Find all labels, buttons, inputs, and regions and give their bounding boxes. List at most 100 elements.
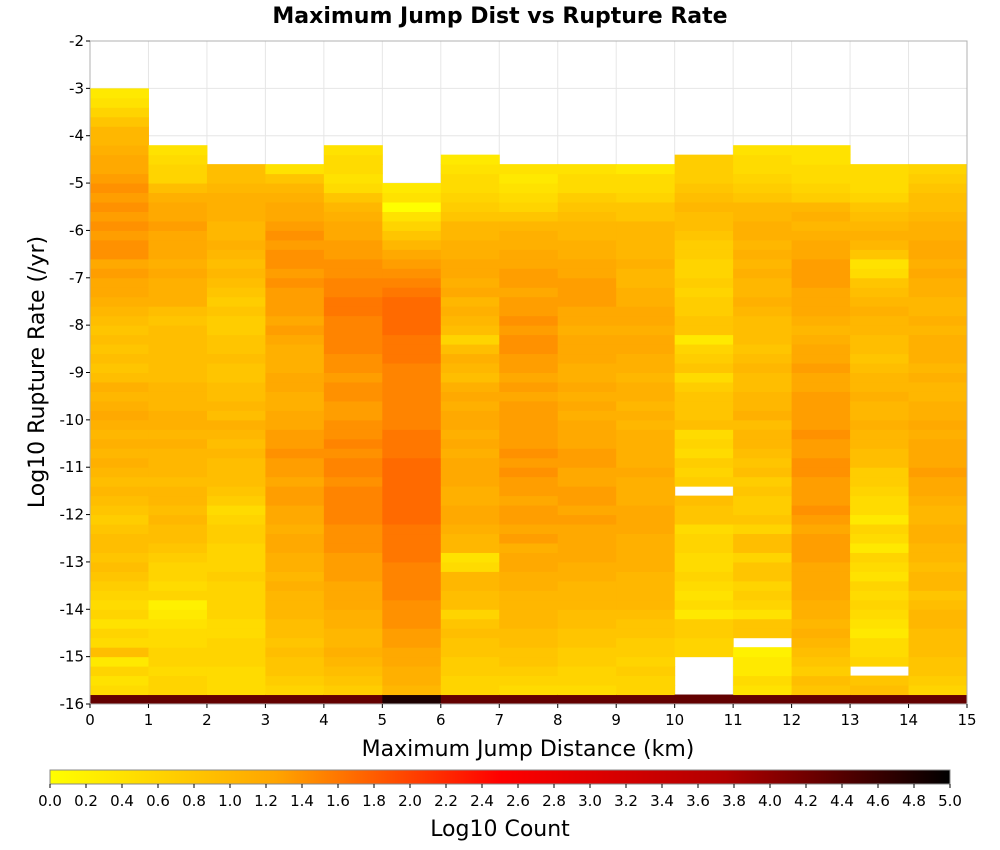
y-axis-ticks: -2 -3 -4 -5 -6 -7 -8 -9 -10 -11 -12 -13 -14 -15 -16 (60, 32, 90, 713)
heatmap-cell (148, 476, 208, 487)
heatmap-cell (265, 561, 325, 572)
heatmap-cell (674, 599, 734, 610)
heatmap-cell (499, 486, 559, 497)
colorbar-tick-label: 3.2 (614, 792, 638, 810)
heatmap-cell (674, 448, 734, 459)
heatmap-cell (323, 647, 383, 658)
heatmap-cell (733, 277, 793, 288)
heatmap-cell (382, 571, 442, 582)
colorbar-tick-label: 3.6 (686, 792, 710, 810)
heatmap-cell (90, 685, 149, 696)
heatmap-cell (674, 202, 734, 212)
heatmap-cell (616, 400, 676, 411)
heatmap-cell (148, 372, 208, 383)
heatmap-cell (323, 685, 383, 696)
heatmap-cell (557, 476, 617, 487)
heatmap-cell (674, 495, 734, 506)
heatmap-cell (908, 552, 968, 563)
heatmap-cell (90, 315, 149, 326)
heatmap-cell (733, 561, 793, 572)
heatmap-cell (791, 476, 851, 487)
heatmap-cell (323, 505, 383, 516)
heatmap-cell (616, 258, 676, 269)
heatmap-cell (733, 457, 793, 468)
heatmap-cell (265, 685, 325, 696)
heatmap-cell (440, 220, 500, 231)
heatmap-cell (265, 666, 325, 677)
heatmap-cell (382, 249, 442, 260)
heatmap-cell (850, 306, 910, 317)
heatmap-cell (733, 675, 793, 686)
heatmap-cell (148, 325, 208, 336)
heatmap-cell (791, 609, 851, 620)
heatmap-cell (499, 391, 559, 402)
heatmap-cell (499, 533, 559, 544)
heatmap-cell (440, 514, 500, 525)
heatmap-cell (557, 685, 617, 696)
heatmap-cell (440, 268, 500, 279)
heatmap-cell (908, 618, 968, 629)
heatmap-cell (440, 372, 500, 383)
heatmap-cell (440, 542, 500, 553)
heatmap-cell (791, 637, 851, 648)
heatmap-cell (733, 220, 793, 231)
heatmap-cell (206, 486, 266, 497)
heatmap-cell (265, 239, 325, 250)
heatmap-cell (323, 524, 383, 535)
heatmap-cell (499, 476, 559, 487)
heatmap-cell (616, 306, 676, 317)
heatmap-cell (90, 230, 149, 241)
heatmap-cell (908, 505, 968, 516)
x-tick-label: 10 (665, 711, 684, 729)
heatmap-cell (616, 599, 676, 610)
heatmap-cell (440, 580, 500, 591)
heatmap-cell (382, 599, 442, 610)
heatmap-cell (265, 192, 325, 203)
heatmap-cell (908, 268, 968, 279)
heatmap-cell (733, 306, 793, 317)
heatmap-cell (148, 277, 208, 288)
heatmap-cell (674, 183, 734, 194)
heatmap-cell (323, 599, 383, 610)
heatmap-cell (206, 685, 266, 696)
heatmap-cell (850, 486, 910, 497)
heatmap-cell (908, 457, 968, 468)
heatmap-cell (791, 306, 851, 317)
heatmap-cell (148, 656, 208, 667)
heatmap-cell (206, 609, 266, 620)
heatmap-cell (148, 571, 208, 582)
heatmap-cell (206, 438, 266, 449)
colorbar-tick-label: 4.0 (758, 792, 782, 810)
heatmap-cell (148, 438, 208, 449)
heatmap-cell (440, 505, 500, 516)
heatmap-cell (674, 249, 734, 260)
heatmap-cell (908, 542, 968, 553)
heatmap-cell (206, 514, 266, 525)
heatmap-cell (791, 173, 851, 184)
heatmap-cell (733, 495, 793, 506)
heatmap-cell (850, 334, 910, 345)
heatmap-cell (499, 258, 559, 269)
heatmap-cell (733, 448, 793, 459)
heatmap-cell (148, 495, 208, 506)
heatmap-cell (440, 306, 500, 317)
heatmap-cell (733, 666, 793, 677)
heatmap-cell (90, 88, 149, 99)
heatmap-cell (616, 381, 676, 392)
heatmap-cell (850, 363, 910, 373)
heatmap-cell (908, 609, 968, 620)
heatmap-cell (499, 410, 559, 421)
heatmap-cell (265, 467, 325, 478)
heatmap-cell (733, 239, 793, 250)
heatmap-cell (557, 552, 617, 563)
heatmap-cell (557, 609, 617, 620)
heatmap-cell (148, 505, 208, 516)
heatmap-cell (850, 419, 910, 430)
heatmap-cell (616, 448, 676, 459)
heatmap-cell (440, 391, 500, 402)
heatmap-cell (791, 438, 851, 449)
heatmap-cell (323, 410, 383, 421)
heatmap-cell (265, 514, 325, 525)
heatmap-cell (499, 268, 559, 279)
heatmap-cell (733, 381, 793, 392)
